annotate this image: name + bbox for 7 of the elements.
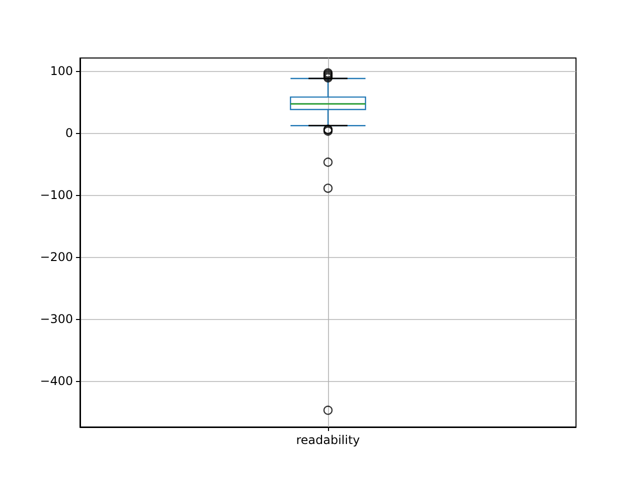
y-tick-label: −100 bbox=[40, 188, 73, 202]
y-tick-label: −300 bbox=[40, 312, 73, 326]
x-tick-label: readability bbox=[296, 433, 360, 447]
y-tick-label: 0 bbox=[65, 126, 73, 140]
y-tick-label: −400 bbox=[40, 374, 73, 388]
y-tick-label: −200 bbox=[40, 250, 73, 264]
y-tick-label: 100 bbox=[50, 64, 73, 78]
